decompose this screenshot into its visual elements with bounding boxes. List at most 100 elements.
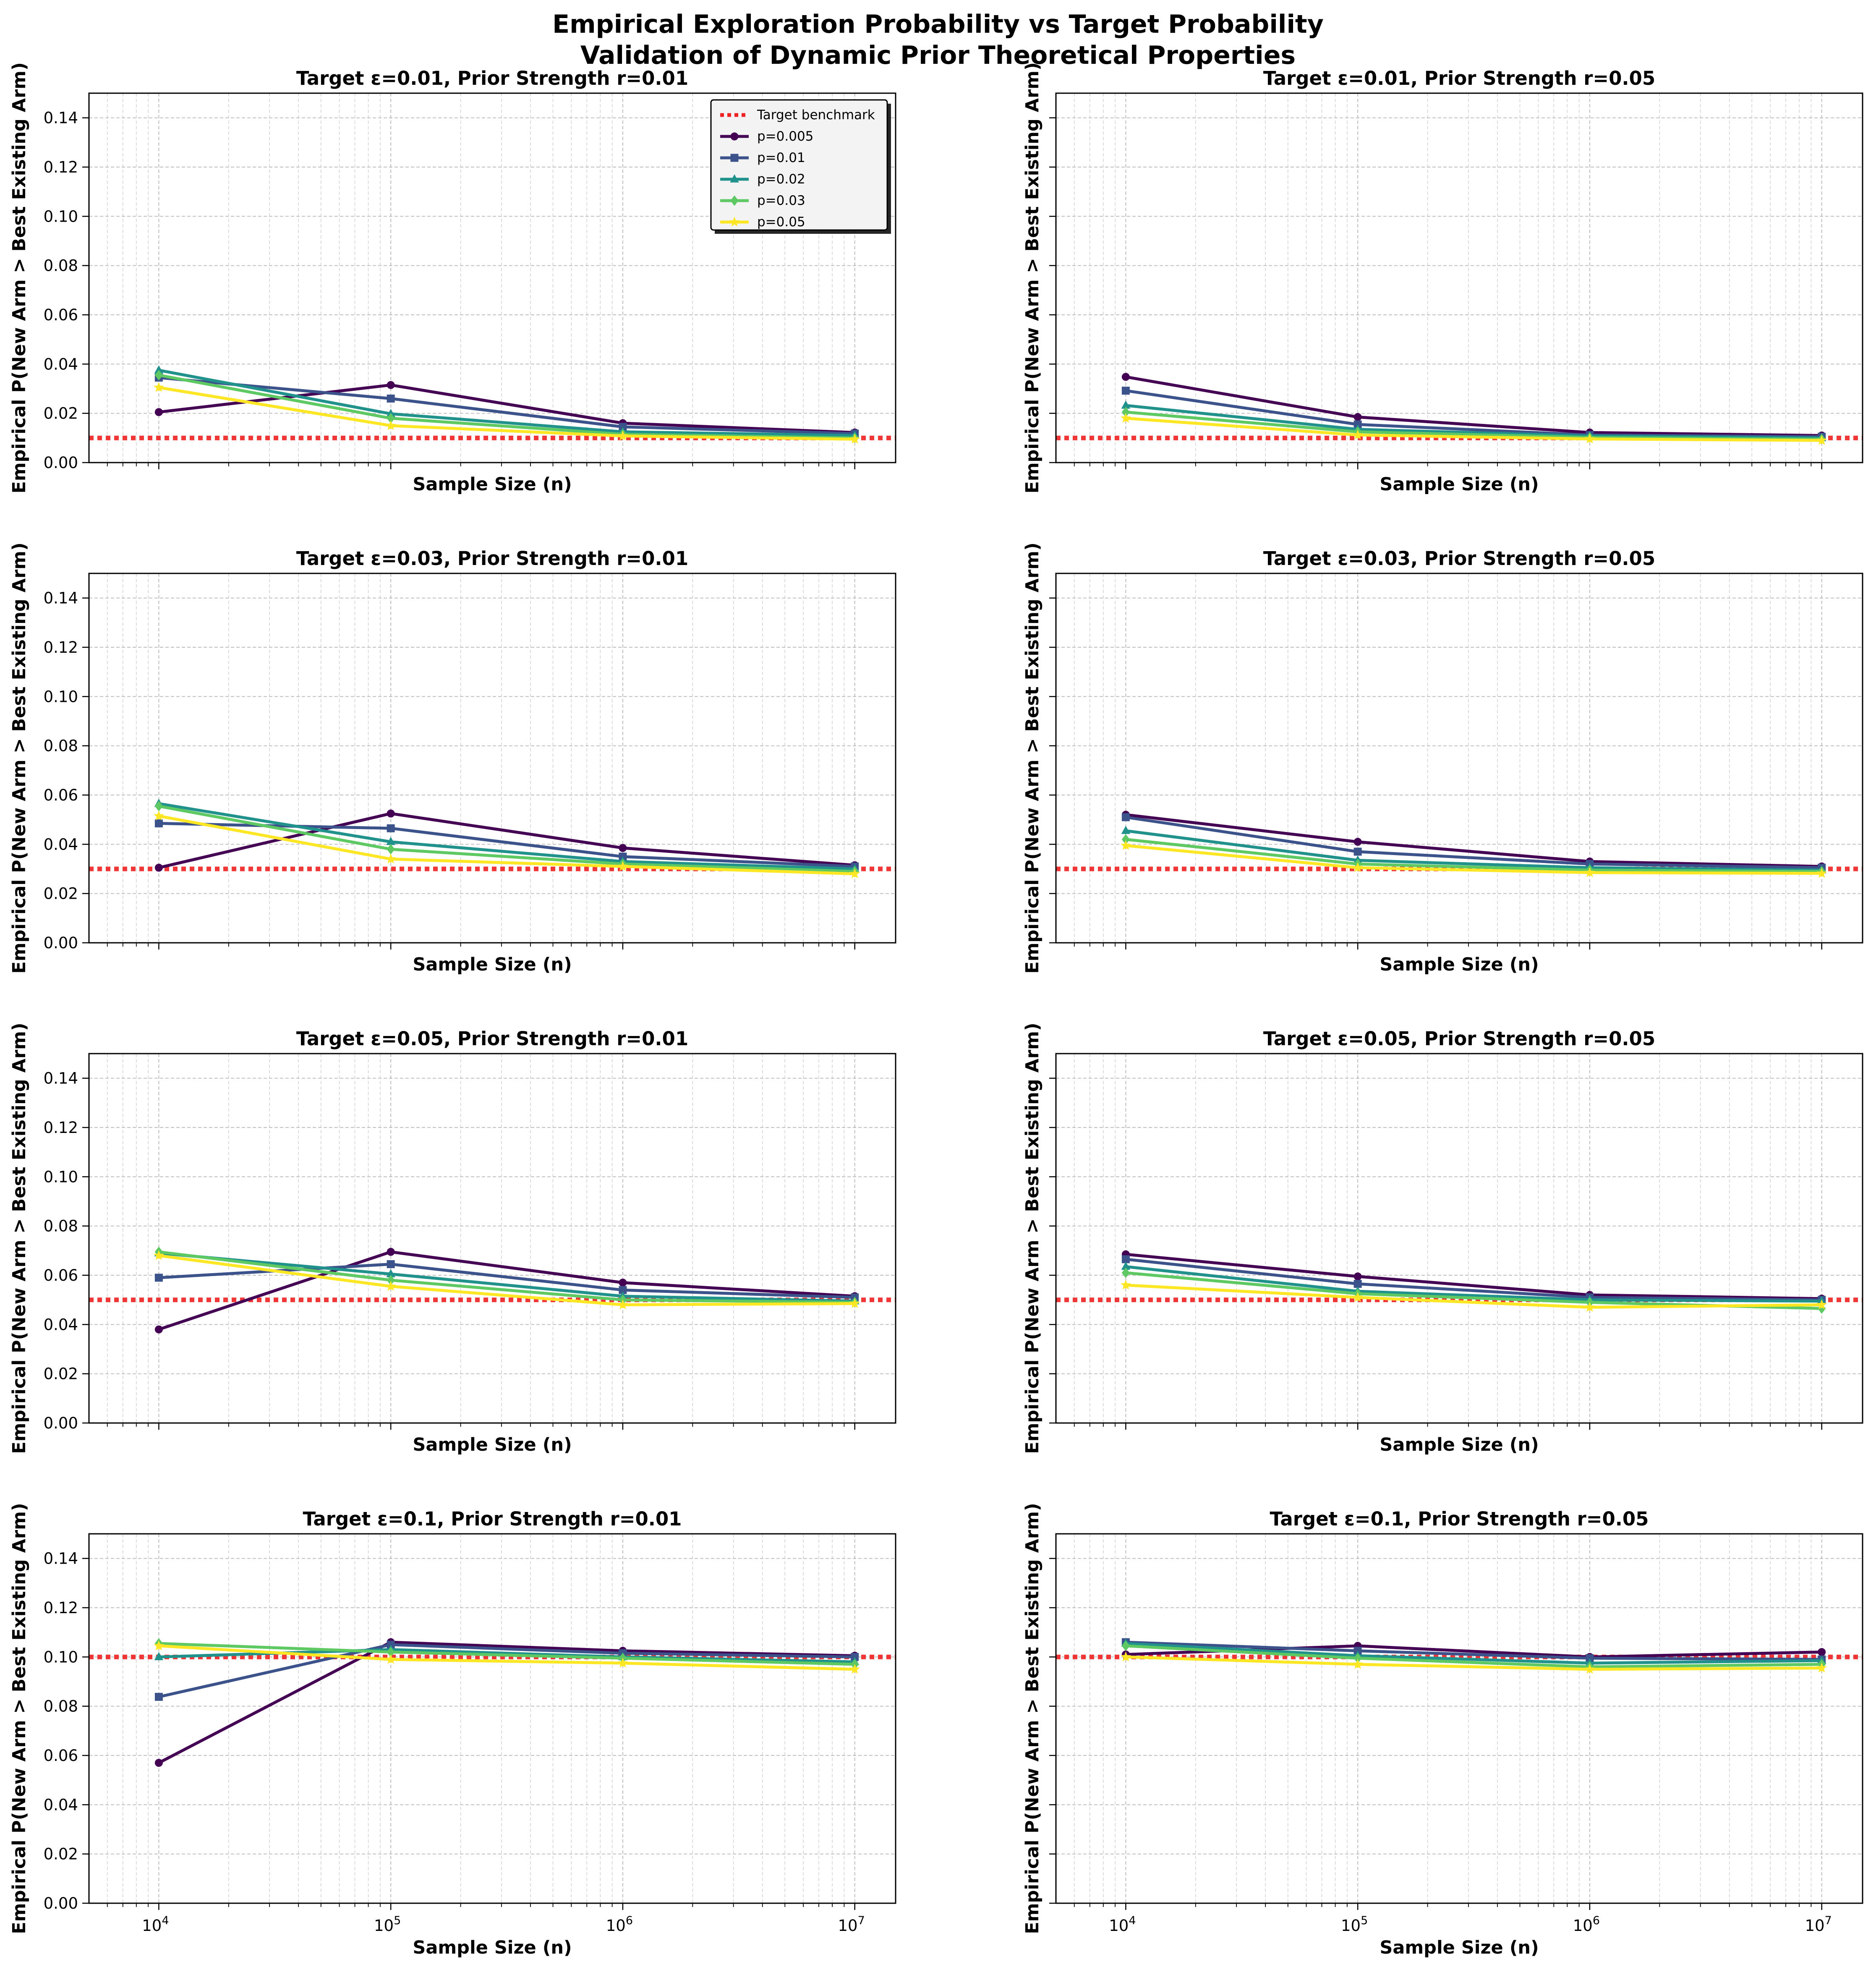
y-tick-label: 0.06 (44, 306, 78, 324)
data-point (1121, 813, 1130, 821)
plot-area (1056, 573, 1863, 943)
series-line (1126, 1642, 1822, 1665)
axes-frame (1055, 573, 1863, 944)
subplot-6: Target ε=0.05, Prior Strength r=0.05 Samp… (1022, 1023, 1863, 1455)
data-point (1120, 840, 1131, 850)
data-point (1584, 1302, 1595, 1312)
y-tick-label: 0.08 (44, 257, 78, 275)
data-point (1353, 848, 1362, 856)
data-point (1121, 373, 1130, 381)
data-point (619, 1279, 627, 1287)
data-point (387, 824, 395, 832)
y-tick-label: 0.10 (44, 1648, 78, 1666)
subplot-1: 0.00 0.02 0.04 0.06 0.08 0.10 0.12 0.14 Target ε… (9, 62, 896, 495)
data-point (385, 420, 396, 430)
series-p=0.01 (154, 1640, 859, 1701)
data-point (154, 863, 163, 872)
legend-marker (729, 216, 740, 227)
data-point (1352, 862, 1363, 872)
subplot-7: 0.00 0.02 0.04 0.06 0.08 0.10 0.12 0.14 104 105 10… (9, 1503, 896, 1958)
series-line (158, 1254, 855, 1306)
data-point (1121, 826, 1131, 834)
series-p=0.05 (153, 1640, 860, 1674)
data-point (154, 1692, 163, 1701)
subplot-title: Target ε=0.05, Prior Strength r=0.05 (1263, 1028, 1655, 1050)
series-line (1126, 838, 1822, 873)
y-tick-label: 0.04 (44, 835, 78, 853)
x-axis-label: Sample Size (n) (413, 954, 572, 975)
subplot-2: Target ε=0.01, Prior Strength r=0.05 Samp… (1022, 62, 1863, 495)
axes-frame (1055, 1533, 1863, 1904)
data-point (849, 1664, 860, 1674)
data-point (153, 1250, 164, 1260)
y-tick-label: 0.10 (44, 688, 78, 706)
legend-marker (730, 154, 739, 162)
series-line (158, 804, 855, 873)
legend-marker (730, 174, 739, 183)
series-p=0.01 (1121, 813, 1826, 872)
legend-marker (730, 132, 739, 141)
y-axis-label: Empirical P(New Arm > Best Existing Arm) (1022, 542, 1043, 973)
series-line (158, 1250, 855, 1304)
subplot-title: Target ε=0.03, Prior Strength r=0.01 (296, 547, 688, 570)
data-point (385, 1654, 396, 1664)
y-tick-label: 0.12 (44, 1119, 78, 1137)
y-tick-label: 0.10 (44, 1168, 78, 1186)
figure-title-line1: Empirical Exploration Probability vs Tar… (552, 10, 1324, 39)
data-point (1353, 1272, 1362, 1281)
y-tick-label: 0.06 (44, 1747, 78, 1765)
axes-frame (88, 1533, 896, 1904)
y-tick-label: 0.10 (44, 207, 78, 225)
y-tick-label: 0.00 (44, 934, 78, 952)
data-point (1818, 1648, 1826, 1656)
series-line (1126, 1258, 1822, 1302)
data-point (154, 1274, 163, 1282)
series-line (158, 383, 855, 434)
series-line (159, 1644, 855, 1671)
series-p=0.05 (153, 810, 860, 879)
legend-label: p=0.01 (757, 150, 805, 165)
subplot-4: Target ε=0.03, Prior Strength r=0.05 Samp… (1022, 542, 1863, 975)
legend: Target benchmark p=0.005 p=0.01 p=0.02 p=0.0… (710, 99, 891, 234)
y-tick-label: 0.00 (44, 454, 78, 472)
series-line (1126, 1655, 1822, 1671)
y-tick-label: 0.00 (44, 1414, 78, 1432)
series-line (1126, 844, 1822, 875)
y-tick-label: 0.14 (44, 1550, 78, 1568)
plot-area (1056, 93, 1863, 463)
y-tick-label: 0.04 (44, 1316, 78, 1334)
data-point (385, 1281, 396, 1291)
series-line (1126, 416, 1822, 442)
x-tick-label: 107 (1805, 1914, 1832, 1935)
series-line (1126, 1265, 1822, 1303)
x-tick-label: 106 (1573, 1914, 1600, 1935)
legend-label: p=0.05 (757, 215, 805, 230)
data-point (1121, 1267, 1130, 1278)
data-point (1120, 1279, 1131, 1290)
data-point (1584, 433, 1595, 444)
series-p=0.05 (1120, 840, 1827, 878)
legend-label: p=0.03 (757, 193, 805, 208)
series-line (1125, 829, 1822, 872)
data-point (1584, 867, 1595, 877)
series-p=0.01 (154, 374, 859, 438)
plot-area (89, 1054, 896, 1423)
y-tick-label: 0.06 (44, 1266, 78, 1284)
plot-area (1056, 1054, 1863, 1423)
series-line (1126, 1644, 1822, 1669)
x-axis-label: Sample Size (n) (1380, 1434, 1539, 1455)
series-p=0.05 (1120, 413, 1827, 445)
x-axis-label: Sample Size (n) (1380, 954, 1539, 975)
series-p=0.05 (153, 382, 860, 444)
subplot-title: Target ε=0.05, Prior Strength r=0.01 (296, 1028, 688, 1050)
y-tick-label: 0.02 (44, 1365, 78, 1383)
data-point (1121, 387, 1130, 395)
data-point (849, 434, 860, 444)
y-tick-label: 0.04 (44, 1796, 78, 1814)
data-point (153, 1640, 164, 1651)
legend-benchmark-label: Target benchmark (757, 107, 875, 123)
y-axis-label: Empirical P(New Arm > Best Existing Arm) (9, 542, 30, 973)
subplot-title: Target ε=0.01, Prior Strength r=0.01 (296, 67, 688, 89)
data-point (154, 1325, 163, 1334)
data-point (617, 1299, 628, 1310)
